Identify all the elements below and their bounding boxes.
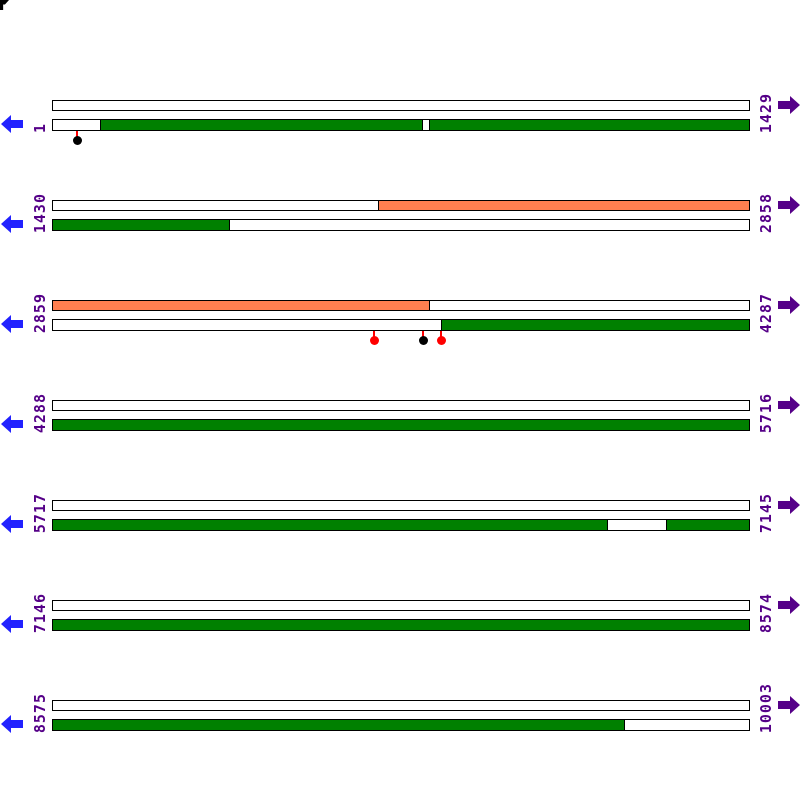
bottom-strand-segment-green[interactable] <box>52 719 625 731</box>
top-strand-track <box>52 700 750 711</box>
top-strand-track <box>52 100 750 111</box>
scroll-left-arrow[interactable] <box>1 315 23 333</box>
top-strand-track <box>52 500 750 511</box>
scroll-right-arrow[interactable] <box>778 196 800 214</box>
row-start-coordinate: 8575 <box>31 692 49 733</box>
row-start-coordinate: 2859 <box>31 292 49 333</box>
scroll-left-arrow[interactable] <box>1 415 23 433</box>
scroll-left-arrow[interactable] <box>1 215 23 233</box>
bottom-strand-segment-green[interactable] <box>666 519 750 531</box>
top-strand-track <box>52 400 750 411</box>
top-strand-segment-orange[interactable] <box>378 200 750 211</box>
row-start-coordinate: 1430 <box>31 192 49 233</box>
scroll-right-arrow[interactable] <box>778 96 800 114</box>
bottom-strand-segment-green[interactable] <box>52 219 230 231</box>
row-end-coordinate: 5716 <box>757 392 775 433</box>
marker-dot-black <box>73 136 82 145</box>
row-start-coordinate: 5717 <box>31 492 49 533</box>
row-start-coordinate: 4288 <box>31 392 49 433</box>
marker-dot-black <box>419 336 428 345</box>
scroll-right-arrow[interactable] <box>778 496 800 514</box>
bottom-strand-segment-green[interactable] <box>100 119 423 131</box>
row-end-coordinate: 4287 <box>757 292 775 333</box>
row-end-coordinate: 2858 <box>757 192 775 233</box>
scroll-left-arrow[interactable] <box>1 115 23 133</box>
bottom-strand-segment-green[interactable] <box>52 519 608 531</box>
row-end-coordinate: 7145 <box>757 492 775 533</box>
scroll-left-arrow[interactable] <box>1 715 23 733</box>
scroll-right-arrow[interactable] <box>778 696 800 714</box>
marker-dot-red <box>370 336 379 345</box>
marker-stick <box>76 131 78 137</box>
bottom-strand-segment-green[interactable] <box>441 319 750 331</box>
row-start-coordinate: 1 <box>31 122 49 133</box>
marker-stick <box>373 331 375 337</box>
scroll-right-arrow[interactable] <box>778 296 800 314</box>
top-strand-track <box>52 600 750 611</box>
bottom-strand-segment-green[interactable] <box>52 619 750 631</box>
top-strand-segment-orange[interactable] <box>52 300 430 311</box>
bottom-strand-segment-green[interactable] <box>429 119 750 131</box>
bottom-strand-segment-green[interactable] <box>52 419 750 431</box>
row-end-coordinate: 1429 <box>757 92 775 133</box>
row-start-coordinate: 7146 <box>31 592 49 633</box>
marker-stick <box>422 331 424 337</box>
scroll-right-arrow[interactable] <box>778 396 800 414</box>
marker-stick <box>440 331 442 337</box>
scroll-right-arrow[interactable] <box>778 596 800 614</box>
clipped-glyph-artifact <box>0 0 9 10</box>
marker-dot-red <box>437 336 446 345</box>
scroll-left-arrow[interactable] <box>1 615 23 633</box>
row-end-coordinate: 8574 <box>757 592 775 633</box>
scroll-left-arrow[interactable] <box>1 515 23 533</box>
row-end-coordinate: 10003 <box>757 682 775 733</box>
